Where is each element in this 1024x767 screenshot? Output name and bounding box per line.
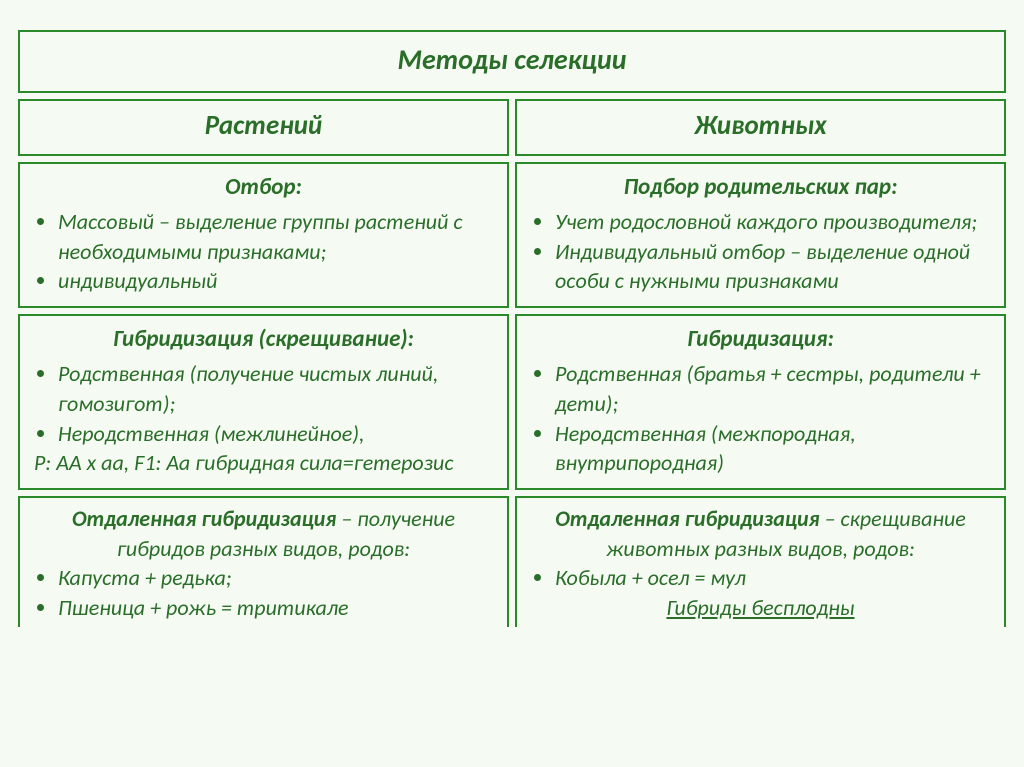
cell-r2-right: Гибридизация: Родственная (братья + сест…: [515, 314, 1006, 490]
note-line: Р: АА х аа, F1: Аа гибридная сила=гетеро…: [32, 448, 495, 478]
header-row: Растений Животных: [18, 99, 1006, 156]
tail-line: Гибриды бесплодны: [529, 593, 992, 623]
table-wrapper: Методы селекции Растений Животных Отбор:…: [18, 30, 1006, 627]
list-item: Капуста + редька;: [58, 563, 495, 593]
lead-bold: Отдаленная гибридизация: [72, 505, 336, 532]
list-item: Индивидуальный отбор – выделение одной о…: [555, 237, 992, 296]
cell-r1-left: Отбор: Массовый – выделение группы расте…: [18, 162, 509, 308]
col-header-right: Животных: [515, 99, 1006, 156]
col-header-left: Растений: [18, 99, 509, 156]
cell-r1-right: Подбор родительских пар: Учет родословно…: [515, 162, 1006, 308]
section-heading: Гибридизация (скрещивание):: [32, 324, 495, 355]
list-item: Неродственная (межлинейное),: [58, 419, 495, 449]
section-heading: Отбор:: [32, 172, 495, 203]
cell-r3-right: Отдаленная гибридизация – скрещивание жи…: [515, 496, 1006, 627]
list-item: Учет родословной каждого производителя;: [555, 207, 992, 237]
list-item: индивидуальный: [58, 266, 495, 296]
lead-bold: Отдаленная гибридизация: [555, 505, 819, 532]
list-item: Кобыла + осел = мул: [555, 563, 992, 593]
lead-line: Отдаленная гибридизация – скрещивание жи…: [529, 504, 992, 563]
table-row: Гибридизация (скрещивание): Родственная …: [18, 314, 1006, 490]
underlined-text: Гибриды бесплодны: [666, 594, 854, 621]
cell-r3-left: Отдаленная гибридизация – получение гибр…: [18, 496, 509, 627]
main-title: Методы селекции: [18, 30, 1006, 93]
item-list: Родственная (братья + сестры, родители +…: [529, 359, 992, 478]
cell-r2-left: Гибридизация (скрещивание): Родственная …: [18, 314, 509, 490]
item-list: Родственная (получение чистых линий, гом…: [32, 359, 495, 448]
section-heading: Гибридизация:: [529, 324, 992, 355]
item-list: Массовый – выделение группы растений с н…: [32, 207, 495, 296]
table-row: Отдаленная гибридизация – получение гибр…: [18, 496, 1006, 627]
list-item: Родственная (братья + сестры, родители +…: [555, 359, 992, 418]
item-list: Кобыла + осел = мул: [529, 563, 992, 593]
list-item: Неродственная (межпородная, внутрипородн…: [555, 419, 992, 478]
list-item: Пшеница + рожь = тритикале: [58, 593, 495, 623]
lead-line: Отдаленная гибридизация – получение гибр…: [32, 504, 495, 563]
list-item: Родственная (получение чистых линий, гом…: [58, 359, 495, 418]
list-item: Массовый – выделение группы растений с н…: [58, 207, 495, 266]
item-list: Учет родословной каждого производителя; …: [529, 207, 992, 296]
section-heading: Подбор родительских пар:: [529, 172, 992, 203]
table-row: Отбор: Массовый – выделение группы расте…: [18, 162, 1006, 308]
item-list: Капуста + редька; Пшеница + рожь = трити…: [32, 563, 495, 622]
